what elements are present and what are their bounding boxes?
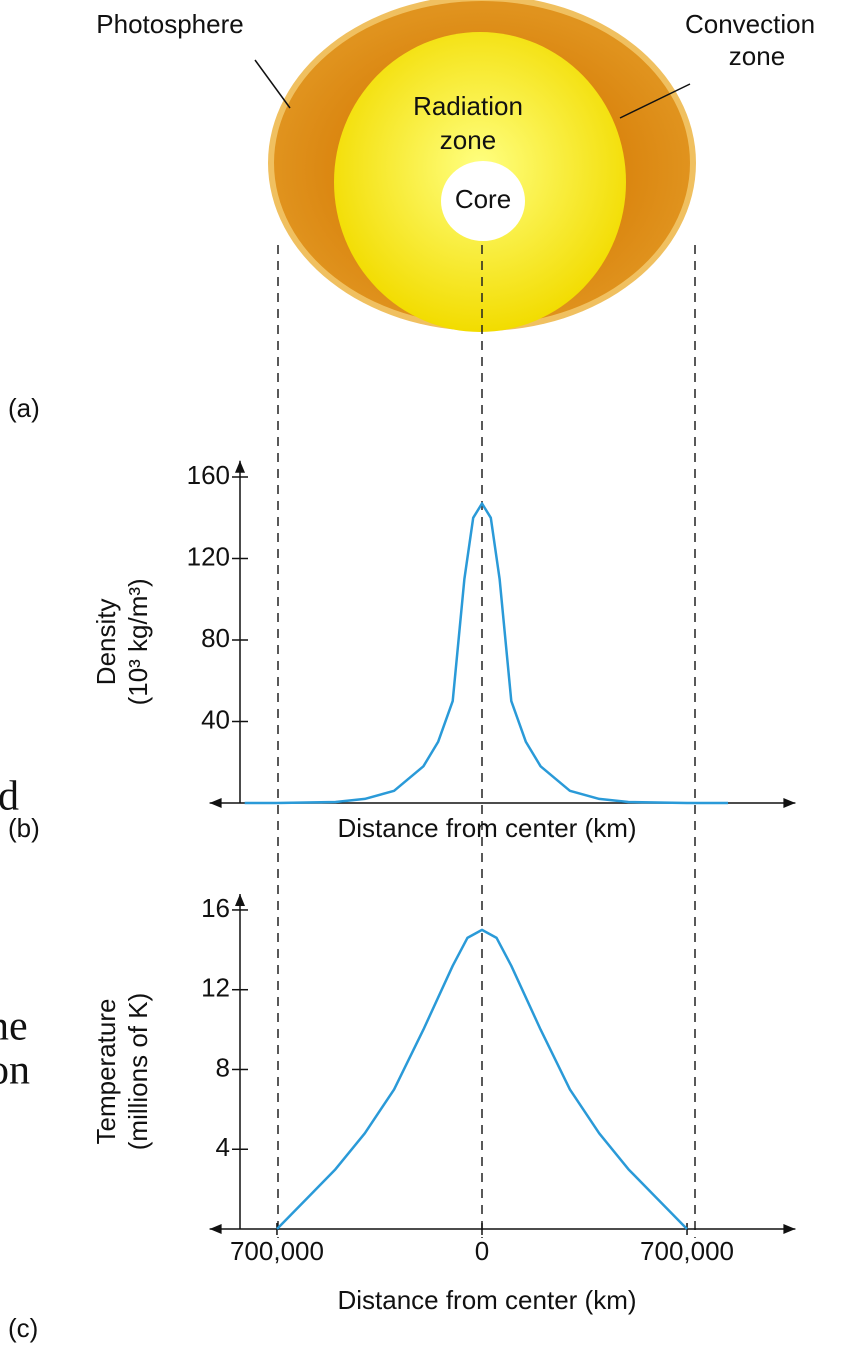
panel-label: (b) xyxy=(8,813,40,843)
leader-line xyxy=(619,83,691,119)
radiation-label: Radiation xyxy=(413,91,523,121)
data-line xyxy=(276,928,688,1230)
cut-text: d xyxy=(0,774,19,820)
x-tick-label: 0 xyxy=(475,1236,489,1266)
leader-line xyxy=(254,59,291,109)
radiation-label: zone xyxy=(440,125,496,155)
cut-text: ne xyxy=(0,1004,28,1050)
axis-arrow xyxy=(235,460,245,473)
y-tick-label: 8 xyxy=(216,1052,230,1082)
convection-label: zone xyxy=(729,41,785,71)
y-axis-label: (millions of K) xyxy=(123,993,153,1150)
photosphere-label: Photosphere xyxy=(96,9,243,39)
y-axis-label: Temperature xyxy=(91,999,121,1145)
x-axis-label: Distance from center (km) xyxy=(337,1285,636,1315)
x-axis-label: Distance from center (km) xyxy=(337,813,636,843)
x-tick-label: 700,000 xyxy=(640,1236,734,1266)
data-line xyxy=(244,502,728,805)
y-tick-label: 40 xyxy=(201,704,230,734)
y-axis-label: (10³ kg/m³) xyxy=(123,578,153,705)
cut-text: on xyxy=(0,1048,30,1094)
x-tick-label: 700,000 xyxy=(230,1236,324,1266)
axis-arrow xyxy=(235,894,245,906)
y-tick-label: 4 xyxy=(216,1132,230,1162)
core-label: Core xyxy=(455,184,511,214)
y-tick-label: 160 xyxy=(187,460,230,490)
core xyxy=(441,161,525,241)
y-tick-label: 16 xyxy=(201,893,230,923)
panel-label: (c) xyxy=(8,1313,38,1343)
y-tick-label: 120 xyxy=(187,541,230,571)
y-tick-label: 80 xyxy=(201,623,230,653)
y-tick-label: 12 xyxy=(201,973,230,1003)
panel-label: (a) xyxy=(8,393,40,423)
convection-label: Convection xyxy=(685,9,815,39)
y-axis-label: Density xyxy=(91,598,121,685)
